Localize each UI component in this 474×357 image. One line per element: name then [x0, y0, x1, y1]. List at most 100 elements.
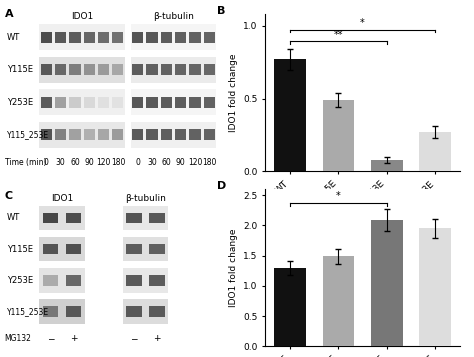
- Text: Y115_253E: Y115_253E: [7, 130, 49, 139]
- Text: Y253E: Y253E: [7, 276, 33, 285]
- Bar: [419, 132, 451, 171]
- Bar: [146, 64, 158, 75]
- Bar: [371, 160, 402, 171]
- Text: 30: 30: [56, 158, 65, 167]
- Bar: [39, 237, 85, 261]
- Text: β-tubulin: β-tubulin: [125, 194, 166, 203]
- Text: Y115E: Y115E: [7, 245, 33, 254]
- Y-axis label: IDO1 fold change: IDO1 fold change: [229, 228, 238, 307]
- Text: B: B: [217, 6, 225, 16]
- Y-axis label: IDO1 fold change: IDO1 fold change: [229, 54, 238, 132]
- Bar: [84, 129, 95, 140]
- Bar: [39, 268, 85, 293]
- Bar: [146, 97, 158, 108]
- Bar: [146, 31, 158, 43]
- Text: −: −: [47, 334, 55, 343]
- Text: 60: 60: [70, 158, 80, 167]
- Bar: [149, 275, 165, 286]
- Bar: [84, 97, 95, 108]
- Bar: [98, 129, 109, 140]
- Bar: [43, 213, 58, 223]
- Bar: [204, 97, 215, 108]
- Text: WT: WT: [7, 213, 20, 222]
- Bar: [39, 24, 125, 50]
- Text: 30: 30: [147, 158, 157, 167]
- Bar: [127, 244, 142, 255]
- Bar: [190, 129, 201, 140]
- Bar: [204, 129, 215, 140]
- Bar: [123, 237, 168, 261]
- Bar: [55, 64, 66, 75]
- Bar: [123, 206, 168, 230]
- Text: 120: 120: [96, 158, 111, 167]
- Bar: [112, 97, 123, 108]
- Text: 0: 0: [135, 158, 140, 167]
- Bar: [161, 64, 172, 75]
- Bar: [131, 122, 216, 148]
- Bar: [43, 244, 58, 255]
- Bar: [69, 64, 81, 75]
- Bar: [84, 64, 95, 75]
- Text: MG132: MG132: [5, 334, 32, 343]
- Bar: [66, 244, 82, 255]
- Bar: [55, 31, 66, 43]
- Text: *: *: [360, 19, 365, 29]
- Bar: [55, 129, 66, 140]
- Bar: [123, 268, 168, 293]
- Bar: [149, 213, 165, 223]
- Bar: [39, 299, 85, 324]
- Bar: [175, 129, 186, 140]
- Text: +: +: [70, 334, 77, 343]
- Text: 180: 180: [202, 158, 217, 167]
- Text: 60: 60: [162, 158, 171, 167]
- Bar: [127, 213, 142, 223]
- Bar: [39, 89, 125, 115]
- Bar: [190, 31, 201, 43]
- Bar: [41, 31, 52, 43]
- Bar: [149, 244, 165, 255]
- Text: D: D: [217, 181, 226, 191]
- Bar: [112, 64, 123, 75]
- Bar: [98, 97, 109, 108]
- Bar: [323, 256, 354, 346]
- Bar: [175, 64, 186, 75]
- Bar: [84, 31, 95, 43]
- Bar: [161, 31, 172, 43]
- Text: 0: 0: [44, 158, 49, 167]
- Bar: [43, 306, 58, 317]
- Bar: [132, 97, 143, 108]
- Text: Y115E: Y115E: [7, 65, 33, 74]
- Text: 180: 180: [111, 158, 125, 167]
- Bar: [127, 306, 142, 317]
- Bar: [274, 59, 306, 171]
- Bar: [112, 129, 123, 140]
- Bar: [69, 129, 81, 140]
- Text: 90: 90: [176, 158, 185, 167]
- Bar: [41, 97, 52, 108]
- Bar: [161, 129, 172, 140]
- Bar: [98, 31, 109, 43]
- Bar: [175, 31, 186, 43]
- Bar: [43, 275, 58, 286]
- Bar: [149, 306, 165, 317]
- Bar: [190, 64, 201, 75]
- Text: Y115_253E: Y115_253E: [7, 307, 49, 316]
- Text: Y253E: Y253E: [7, 98, 33, 107]
- Text: Time (min): Time (min): [5, 158, 46, 167]
- Text: **: **: [334, 30, 343, 40]
- Bar: [204, 64, 215, 75]
- Text: 120: 120: [188, 158, 202, 167]
- Text: IDO1: IDO1: [71, 12, 93, 21]
- Bar: [146, 129, 158, 140]
- Bar: [39, 57, 125, 82]
- Bar: [175, 97, 186, 108]
- Bar: [112, 31, 123, 43]
- Text: C: C: [5, 191, 13, 201]
- Bar: [131, 89, 216, 115]
- Bar: [419, 228, 451, 346]
- Bar: [66, 306, 82, 317]
- Bar: [190, 97, 201, 108]
- Text: 90: 90: [84, 158, 94, 167]
- Bar: [39, 206, 85, 230]
- Bar: [123, 299, 168, 324]
